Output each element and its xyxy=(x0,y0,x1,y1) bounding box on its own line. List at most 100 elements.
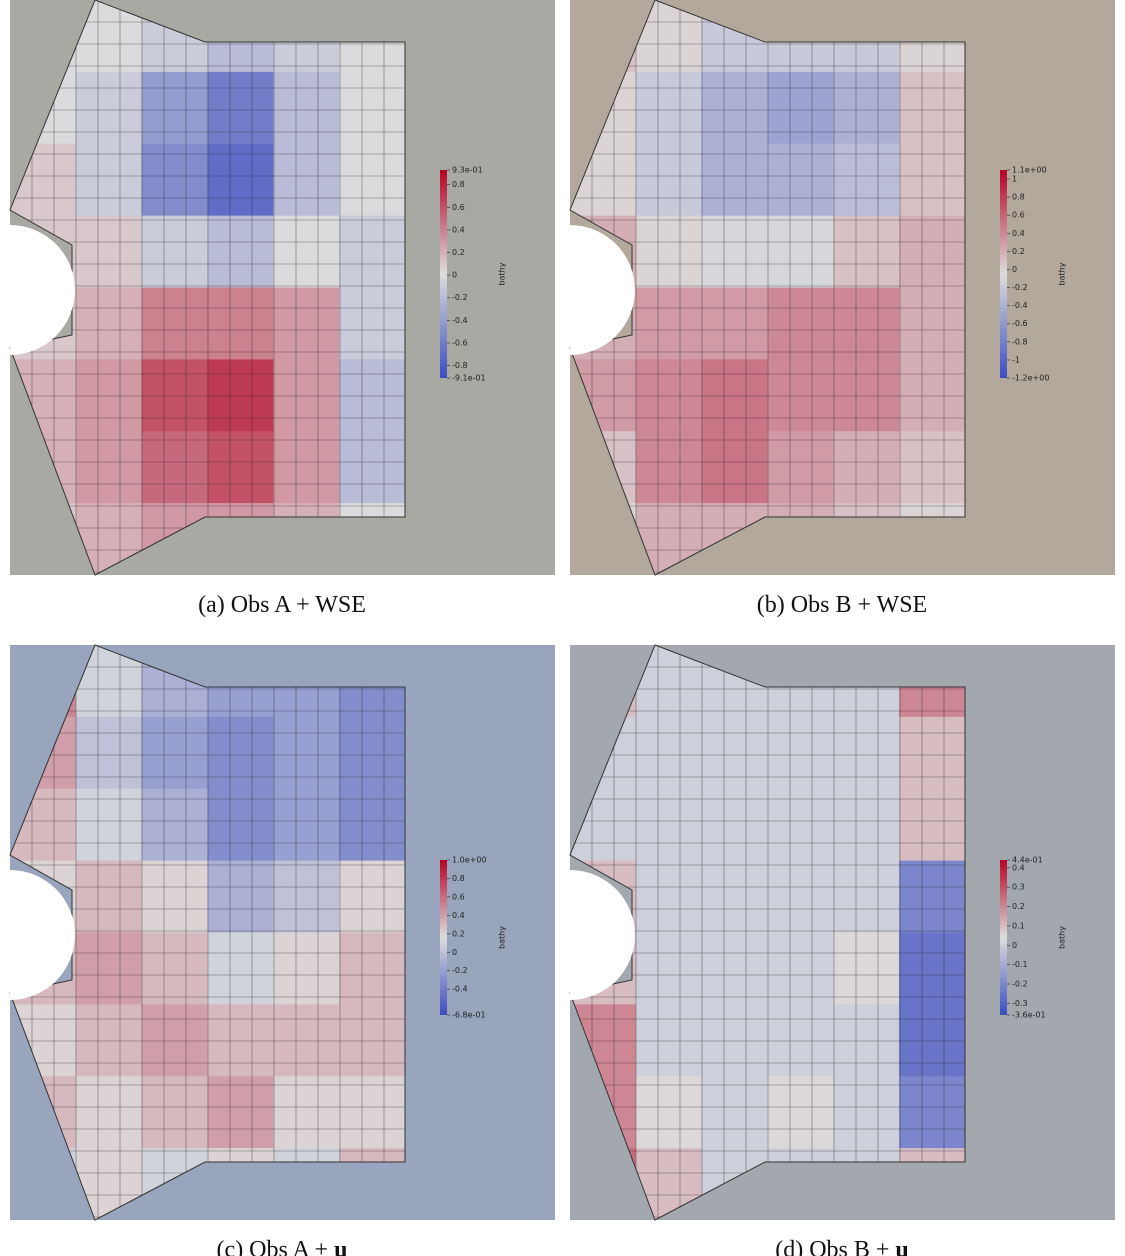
mesh-cell xyxy=(141,932,208,1005)
colorbar-tick-label: 0 xyxy=(452,948,457,957)
mesh-cell xyxy=(833,71,900,145)
mesh-cell xyxy=(833,215,900,288)
mesh-cell xyxy=(767,788,834,862)
colorbar-title: bathy xyxy=(1058,262,1067,285)
mesh-cell xyxy=(207,932,274,1005)
notch xyxy=(10,870,75,1000)
panel: 1.0e+00 0.8 0.6 0.4 0.2 0 -0.2 -0.4 -6.8e-01 bath… xyxy=(9,644,555,1221)
colorbar-tick-label: -0.2 xyxy=(452,293,468,302)
mesh-cell xyxy=(273,788,340,862)
mesh-cell xyxy=(273,932,340,1005)
mesh-cell xyxy=(899,71,965,145)
mesh-cell xyxy=(701,431,768,504)
mesh-cell xyxy=(273,215,340,288)
colorbar-tick-label: 0.8 xyxy=(452,180,465,189)
colorbar xyxy=(440,170,447,378)
colorbar-tick-label: 9.3e-01 xyxy=(452,166,483,175)
mesh-cell xyxy=(833,359,900,432)
mesh-cell xyxy=(273,431,340,504)
mesh-cell xyxy=(635,788,703,862)
mesh-cell xyxy=(141,431,208,504)
colorbar-tick-label: 0.2 xyxy=(452,248,465,257)
mesh-cell xyxy=(75,287,143,360)
mesh-cell xyxy=(141,788,208,862)
mesh-cell xyxy=(75,71,143,145)
colorbar-tick-label: -6.8e-01 xyxy=(452,1011,486,1020)
mesh-cell xyxy=(207,1004,274,1077)
colorbar-title: bathy xyxy=(1058,926,1067,949)
mesh-cell xyxy=(207,1076,274,1149)
caption-bold: u xyxy=(334,1237,347,1256)
mesh-cell xyxy=(339,215,405,288)
colorbar-tick-label: -0.8 xyxy=(1012,337,1028,346)
mesh-cell xyxy=(635,215,703,288)
mesh-cell xyxy=(141,143,208,217)
mesh-cell xyxy=(767,143,834,217)
mesh-cell xyxy=(833,860,900,933)
mesh-cell xyxy=(833,143,900,217)
mesh-cell xyxy=(701,932,768,1005)
colorbar-tick-label: 0.3 xyxy=(1012,883,1025,892)
colorbar-tick-label: 1 xyxy=(1012,175,1017,184)
mesh-cell xyxy=(767,932,834,1005)
caption-text: (b) Obs B + WSE xyxy=(757,592,927,618)
mesh-cell xyxy=(701,143,768,217)
colorbar-tick-label: -0.3 xyxy=(1012,999,1028,1008)
colorbar xyxy=(1000,860,1007,1015)
mesh-boundary xyxy=(9,644,406,1221)
mesh-cell xyxy=(273,71,340,145)
panel: 1.1e+001 0.8 0.6 0.4 0.2 0 -0.2 -0.4 -0.6 -0.8 -1 -… xyxy=(569,0,1115,576)
mesh-cell xyxy=(75,1004,143,1077)
colorbar-tick-label: -0.6 xyxy=(452,338,468,347)
mesh-cell xyxy=(339,143,405,217)
mesh-cell xyxy=(273,716,340,790)
mesh-cell xyxy=(767,860,834,933)
mesh-cell xyxy=(207,287,274,360)
mesh-cell xyxy=(833,1004,900,1077)
mesh-cell xyxy=(701,215,768,288)
caption-text: (c) Obs A + xyxy=(217,1237,329,1256)
mesh-cell xyxy=(635,359,703,432)
notch xyxy=(10,225,75,355)
mesh-cell xyxy=(339,431,405,504)
mesh-cell xyxy=(75,860,143,933)
mesh-cell xyxy=(635,932,703,1005)
mesh-cell xyxy=(701,1076,768,1149)
colorbar-tick-label: -0.4 xyxy=(1012,301,1028,310)
mesh-cell xyxy=(75,215,143,288)
colorbar xyxy=(440,860,447,1015)
mesh-cell xyxy=(899,215,965,288)
colorbar-tick-label: 1.0e+00 xyxy=(452,856,487,865)
mesh-cell xyxy=(207,788,274,862)
mesh-cell xyxy=(833,932,900,1005)
mesh-cell xyxy=(141,215,208,288)
colorbar-tick-label: 0.6 xyxy=(1012,211,1025,220)
caption: (a) Obs A + WSE xyxy=(198,592,366,618)
mesh-cell xyxy=(635,1076,703,1149)
mesh-cell xyxy=(273,143,340,217)
panel: 4.4e-010.4 0.3 0.2 0.1 0 -0.1 -0.2 -0.3 -3.6e-01… xyxy=(569,644,1115,1221)
colorbar-tick-label: 0.4 xyxy=(1012,863,1025,872)
colorbar-tick-label: -9.1e-01 xyxy=(452,374,486,383)
mesh-cell xyxy=(899,359,965,432)
mesh-cell xyxy=(767,1076,834,1149)
mesh-cell xyxy=(833,287,900,360)
colorbar xyxy=(1000,170,1007,378)
mesh-cell xyxy=(899,716,965,790)
mesh-cell xyxy=(899,431,965,504)
mesh-cell xyxy=(75,143,143,217)
colorbar-tick-label: 4.4e-01 xyxy=(1012,856,1043,865)
colorbar-tick-label: 0.2 xyxy=(1012,902,1025,911)
mesh-cell xyxy=(273,1076,340,1149)
mesh-boundary xyxy=(569,0,966,576)
colorbar-tick-label: -1.2e+00 xyxy=(1012,374,1049,383)
mesh-cell xyxy=(75,431,143,504)
mesh-cell xyxy=(141,1076,208,1149)
colorbar-tick-label: 1.1e+00 xyxy=(1012,166,1047,175)
mesh-cell xyxy=(701,860,768,933)
mesh-cell xyxy=(141,71,208,145)
mesh-cell xyxy=(141,860,208,933)
mesh-cell xyxy=(833,1076,900,1149)
notch xyxy=(570,225,635,355)
mesh-cell xyxy=(207,359,274,432)
